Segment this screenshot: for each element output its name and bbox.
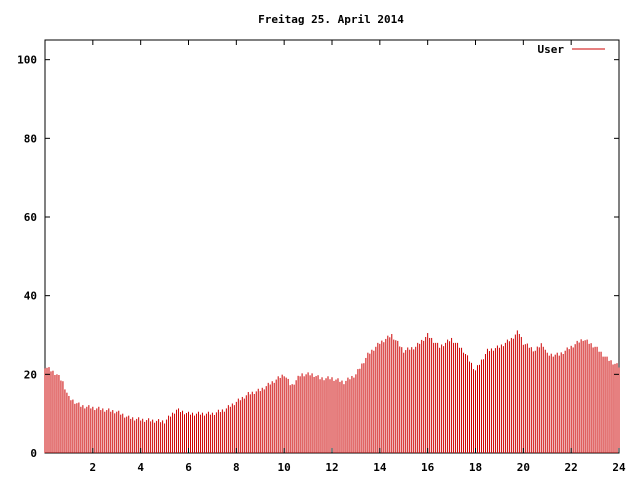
bars-layer	[44, 330, 620, 453]
x-tick-label: 8	[233, 461, 240, 474]
x-tick-label: 18	[469, 461, 482, 474]
legend-label-user: User	[538, 43, 565, 56]
y-tick-label: 80	[24, 132, 37, 145]
x-tick-label: 24	[612, 461, 626, 474]
y-tick-label: 20	[24, 368, 37, 381]
chart-title: Freitag 25. April 2014	[258, 13, 404, 26]
x-tick-label: 6	[185, 461, 192, 474]
x-tick-label: 16	[421, 461, 435, 474]
x-tick-label: 20	[517, 461, 530, 474]
y-tick-label: 40	[24, 290, 37, 303]
x-tick-label: 4	[137, 461, 144, 474]
x-tick-label: 2	[90, 461, 97, 474]
y-tick-label: 0	[30, 447, 37, 460]
legend: User	[538, 43, 605, 56]
y-tick-label: 60	[24, 211, 37, 224]
x-tick-label: 12	[325, 461, 338, 474]
x-tick-label: 10	[278, 461, 291, 474]
y-tick-label: 100	[17, 54, 37, 67]
x-tick-label: 14	[373, 461, 387, 474]
x-tick-label: 22	[565, 461, 578, 474]
